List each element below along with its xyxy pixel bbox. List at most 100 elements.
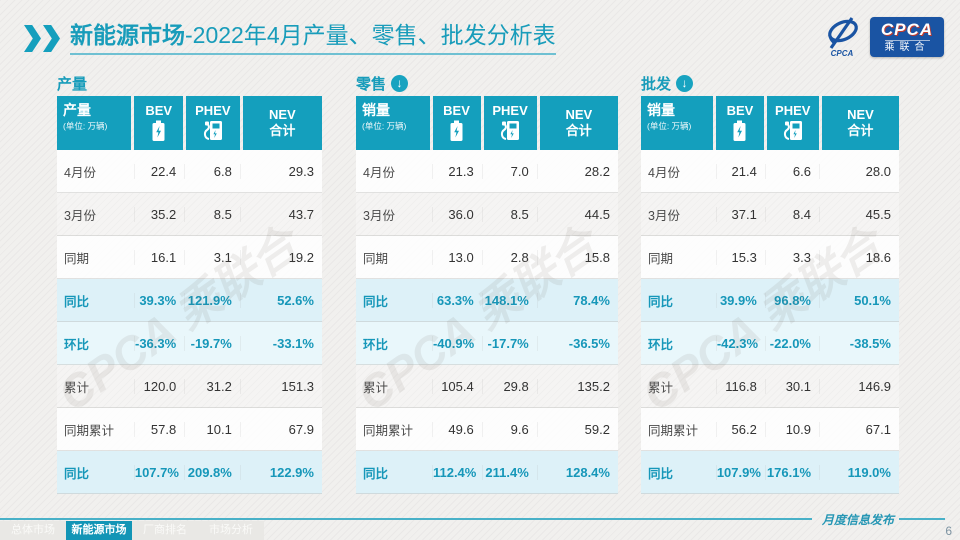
cell-nev: 78.4% [536, 292, 618, 308]
table-row: 同比 107.9% 176.1% 119.0% [641, 451, 899, 494]
chevron-icon [24, 25, 41, 52]
cell-phev: 31.2 [184, 378, 240, 394]
cell-phev: 176.1% [764, 464, 819, 480]
row-label: 同期累计 [64, 423, 115, 438]
cell-nev: 52.6% [239, 292, 322, 308]
header-cell-bev: BEV [716, 96, 764, 150]
bottom-tab-2[interactable]: 厂商排名 [143, 524, 187, 536]
row-label: 同比 [648, 466, 674, 481]
battery-icon [450, 120, 463, 141]
phev-label: PHEV [195, 102, 231, 118]
section-title-label: 批发 [641, 75, 672, 93]
row-label: 4月份 [64, 165, 96, 180]
footer-divider-line [0, 518, 812, 520]
page-title-bold: 新能源市场 [70, 22, 185, 48]
cell-phev: 3.3 [764, 249, 819, 265]
table-row: 环比 -36.3% -19.7% -33.1% [57, 322, 322, 365]
page-title-rest: -2022年4月产量、零售、批发分析表 [185, 22, 556, 48]
cell-nev: 44.5 [536, 206, 618, 222]
page-number: 6 [945, 524, 952, 538]
cpca-badge-subtitle: 乘联合 [884, 40, 930, 53]
table-row: 同比 112.4% 211.4% 128.4% [356, 451, 618, 494]
table-row: 同比 107.7% 209.8% 122.9% [57, 451, 322, 494]
table-header-row: 产量 (单位: 万辆) BEV PHEV NEV 合计 [57, 96, 322, 150]
ev-charger-icon [783, 121, 802, 141]
row-label: 同期 [64, 251, 90, 266]
cell-nev: 67.9 [239, 421, 322, 437]
cell-bev: -36.3% [133, 335, 184, 351]
cell-bev: 49.6 [431, 421, 482, 437]
table-section-1: 零售 ↓ 销量 (单位: 万辆) BEV PHEV NEV 合计 4月份 21.3 7.0 28.2 3… [348, 70, 618, 494]
nev-label-top: NEV [847, 106, 874, 122]
cell-phev: 30.1 [764, 378, 819, 394]
unit-sub-label: (单位: 万辆) [63, 121, 108, 132]
cell-bev: 39.3% [133, 292, 184, 308]
cell-nev: -36.5% [536, 335, 618, 351]
header-cell-phev: PHEV [185, 96, 240, 150]
cell-bev: 56.2 [715, 421, 765, 437]
bev-label: BEV [443, 103, 470, 119]
cell-bev: -40.9% [431, 335, 482, 351]
cell-phev: 6.8 [184, 163, 240, 179]
double-chevron-icon [24, 25, 62, 52]
cell-bev: 116.8 [715, 378, 765, 394]
cell-phev: 9.6 [481, 421, 537, 437]
row-label: 环比 [363, 337, 389, 352]
bottom-tab-1[interactable]: 新能源市场 [66, 521, 132, 540]
nev-label-bottom: 合计 [269, 122, 296, 138]
header-cell-bev: BEV [134, 96, 183, 150]
table-section-2: 批发 ↓ 销量 (单位: 万辆) BEV PHEV NEV 合计 4月份 21.4 6.6 28.0 3… [633, 70, 899, 494]
cell-bev: -42.3% [715, 335, 765, 351]
cell-nev: 19.2 [239, 249, 322, 265]
row-label: 同期累计 [648, 423, 699, 438]
row-label: 同期 [648, 251, 674, 266]
cell-bev: 15.3 [715, 249, 765, 265]
cell-phev: 3.1 [184, 249, 240, 265]
section-title: 批发 ↓ [641, 70, 899, 96]
cell-phev: -17.7% [481, 335, 537, 351]
cell-bev: 21.4 [715, 163, 765, 179]
header-cell-unit: 销量 (单位: 万辆) [641, 96, 714, 150]
cell-phev: 6.6 [764, 163, 819, 179]
cell-nev: 146.9 [819, 378, 899, 394]
cell-nev: 119.0% [819, 464, 899, 480]
table-row: 环比 -42.3% -22.0% -38.5% [641, 322, 899, 365]
cell-bev: 22.4 [133, 163, 184, 179]
unit-sub-label: (单位: 万辆) [647, 121, 692, 132]
bottom-tab-3[interactable]: 市场分析 [209, 524, 253, 536]
unit-label: 产量 [63, 102, 91, 118]
cell-bev: 107.9% [715, 464, 765, 480]
cell-phev: -19.7% [184, 335, 240, 351]
table-row: 同比 39.9% 96.8% 50.1% [641, 279, 899, 322]
page-title: 新能源市场-2022年4月产量、零售、批发分析表 [70, 22, 556, 55]
row-label: 累计 [648, 380, 674, 395]
table-row: 3月份 35.2 8.5 43.7 [57, 193, 322, 236]
cell-nev: -38.5% [819, 335, 899, 351]
cell-bev: 16.1 [133, 249, 184, 265]
battery-icon [152, 120, 165, 141]
table-row: 同期 15.3 3.3 18.6 [641, 236, 899, 279]
cell-bev: 37.1 [715, 206, 765, 222]
table-row: 环比 -40.9% -17.7% -36.5% [356, 322, 618, 365]
cell-nev: 43.7 [239, 206, 322, 222]
header-cell-unit: 产量 (单位: 万辆) [57, 96, 132, 150]
unit-sub-label: (单位: 万辆) [362, 121, 407, 132]
cell-phev: -22.0% [764, 335, 819, 351]
header-cell-unit: 销量 (单位: 万辆) [356, 96, 430, 150]
table-row: 3月份 36.0 8.5 44.5 [356, 193, 618, 236]
cpca-logo: CPCA CPCA 乘联合 [819, 14, 944, 60]
row-label: 4月份 [648, 165, 680, 180]
nev-label-top: NEV [268, 106, 296, 122]
bottom-tab-0[interactable]: 总体市场 [11, 524, 55, 536]
cell-bev: 57.8 [133, 421, 184, 437]
header-cell-nev: NEV 合计 [539, 96, 618, 150]
section-title: 产量 [57, 70, 322, 96]
cell-nev: 28.0 [819, 163, 899, 179]
row-label: 同比 [64, 466, 90, 481]
down-arrow-icon: ↓ [391, 74, 409, 92]
table-row: 累计 116.8 30.1 146.9 [641, 365, 899, 408]
footer-divider-line-short [899, 518, 945, 520]
cell-bev: 39.9% [715, 292, 765, 308]
cell-bev: 35.2 [133, 206, 184, 222]
header: 新能源市场-2022年4月产量、零售、批发分析表 [24, 22, 810, 55]
